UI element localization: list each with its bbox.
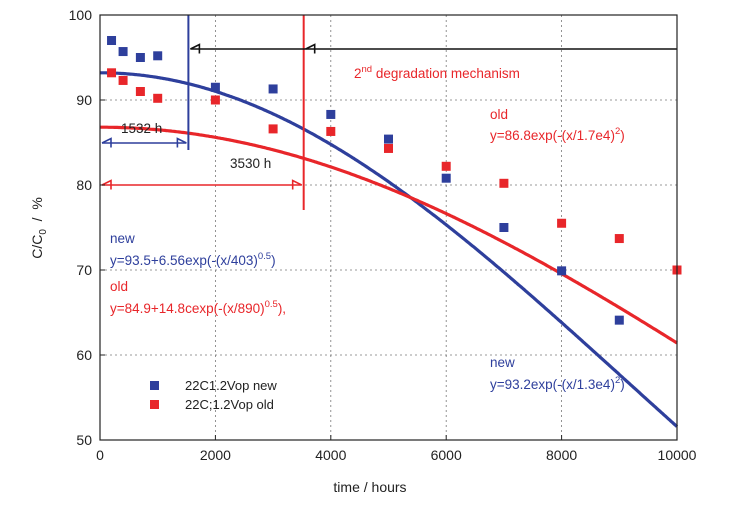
- span-arrow-1532-right: [176, 137, 187, 148]
- data-point-new: [118, 47, 128, 57]
- data-point-old: [268, 124, 278, 134]
- x-tick-label: 6000: [431, 447, 462, 463]
- y-tick-label: 100: [69, 7, 93, 23]
- new-fit-equation-left: y=93.5+6.56exp(-(x/403)0.5): [110, 251, 276, 268]
- y-tick-label: 80: [76, 177, 92, 193]
- data-point-new: [326, 109, 336, 119]
- old-fit-equation-left: y=84.9+14.8cexp(-(x/890)0.5),: [110, 299, 286, 316]
- data-point-new: [614, 315, 624, 325]
- data-point-old: [107, 68, 117, 78]
- data-point-old: [614, 234, 624, 244]
- data-point-old: [499, 178, 509, 188]
- data-point-old: [326, 126, 336, 136]
- fit-curve-old: [100, 125, 678, 345]
- x-tick-label: 10000: [658, 447, 697, 463]
- data-point-old: [384, 143, 393, 153]
- data-point-old: [441, 161, 451, 171]
- span-arrow-3530-left: [101, 179, 112, 190]
- new-fit-label-right: new: [490, 355, 515, 370]
- x-tick-label: 4000: [315, 447, 346, 463]
- data-point-old: [153, 93, 163, 103]
- mechanism-annotation: 2nd degradation mechanism: [354, 64, 520, 81]
- data-point-old: [135, 87, 145, 96]
- level-arrow-head-new: [190, 43, 201, 54]
- data-point-new: [499, 223, 509, 232]
- data-point-old: [557, 218, 567, 228]
- axis-ticks: 0 2000 4000 6000 8000 10000 50 60 70 80 90 100: [69, 7, 697, 463]
- data-point-new: [268, 84, 278, 94]
- new-fit-equation-right: y=93.2exp(-(x/1.3e4)2): [490, 375, 625, 392]
- time-markers: [101, 15, 677, 210]
- data-point-new: [441, 173, 451, 183]
- y-tick-label: 50: [76, 432, 92, 448]
- level-arrow-head-old: [305, 43, 316, 54]
- y-tick-label: 70: [76, 262, 92, 278]
- old-fit-label-left: old: [110, 279, 128, 294]
- legend-label-new: 22C1.2Vop new: [185, 378, 277, 393]
- data-point-new: [107, 36, 117, 45]
- data-point-new: [384, 134, 393, 144]
- x-axis-label: time / hours: [333, 479, 406, 495]
- new-fit-label-left: new: [110, 231, 135, 246]
- x-tick-label: 8000: [546, 447, 577, 463]
- x-tick-label: 0: [96, 447, 104, 463]
- data-point-new: [135, 53, 145, 62]
- fit-curve-new: [100, 71, 679, 428]
- span-arrow-1532-left: [101, 137, 112, 148]
- y-axis-label: C/C0 / %: [29, 197, 49, 259]
- y-tick-label: 90: [76, 92, 92, 108]
- y-tick-label: 60: [76, 347, 92, 363]
- legend-marker-old: [150, 400, 159, 409]
- x-tick-label: 2000: [200, 447, 231, 463]
- old-fit-equation-right: y=86.8exp(-(x/1.7e4)2): [490, 126, 625, 143]
- data-point-old: [118, 75, 128, 85]
- span-arrow-3530-right: [291, 179, 303, 190]
- legend-marker-new: [150, 381, 159, 390]
- data-point-old: [210, 95, 220, 105]
- data-point-new: [557, 266, 567, 276]
- label-3530h: 3530 h: [230, 156, 271, 171]
- legend-label-old: 22C;1.2Vop old: [185, 397, 274, 412]
- legend: 22C1.2Vop new 22C;1.2Vop old: [150, 378, 277, 412]
- plot-frame: [99, 14, 678, 441]
- data-point-new: [153, 51, 163, 61]
- old-fit-label-right: old: [490, 107, 508, 122]
- data-point-new: [210, 82, 220, 92]
- fit-curves: [100, 71, 679, 428]
- label-1532h: 1532 h: [121, 121, 162, 136]
